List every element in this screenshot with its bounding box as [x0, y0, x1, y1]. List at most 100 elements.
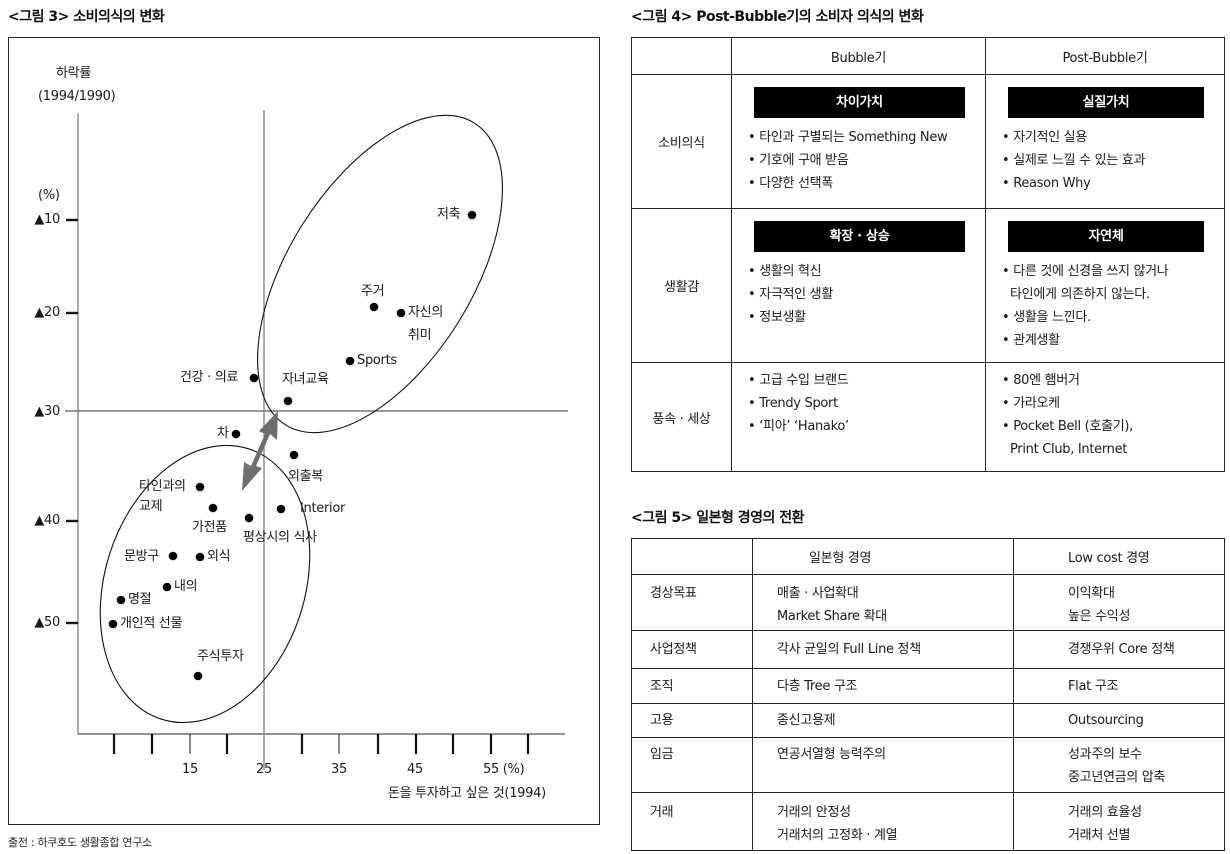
point-label: 외식 [207, 549, 231, 564]
list-item: • 다양한 선택폭 [748, 176, 833, 191]
y-tick-label: ▲10 [34, 212, 60, 227]
point-label: 건강 · 의료 [180, 370, 239, 385]
y-tick-label: ▲20 [34, 305, 60, 320]
header-cell-empty [631, 538, 753, 575]
point-label: 주식투자 [197, 649, 244, 664]
row-label: 거래 [631, 792, 753, 851]
list-item: • 자기적인 실용 [1002, 130, 1087, 145]
point-label: Sports [357, 353, 397, 368]
bubble-cell: • 고급 수입 브랜드 • Trendy Sport • ‘피아’ ‘Hanak… [731, 362, 986, 472]
point-label: 타인과의 [139, 479, 186, 494]
source-note: 출전 : 하쿠호도 생활종합 연구소 [8, 836, 152, 849]
cell-line: 거래의 효율성 [1068, 805, 1142, 820]
list-item: • 자극적인 생활 [748, 287, 833, 302]
list-item: • 생활의 혁신 [748, 264, 822, 279]
list-item: • 생활을 느낀다. [1002, 310, 1091, 325]
x-tick-label: 55 (%) [483, 762, 525, 777]
point-label: 교제 [139, 499, 163, 514]
figure5-title: <그림 5> 일본형 경영의 전환 [631, 510, 805, 526]
table-row: 임금 연공서열형 능력주의 성과주의 보수 중고년연금의 압축 [631, 737, 1225, 793]
japanese-cell: 각사 균일의 Full Line 정책 [752, 630, 1014, 669]
table-header-row: Bubble기 Post-Bubble기 [631, 37, 1225, 75]
lowcost-cell: Outsourcing [1013, 703, 1225, 738]
y-tick-label: ▲30 [34, 404, 60, 419]
cell-line: 거래처 선별 [1068, 828, 1131, 843]
table-row: 거래 거래의 안정성 거래처의 고정화 · 계열 거래의 효율성 거래처 선별 [631, 792, 1225, 851]
row-label: 생활감 [631, 208, 732, 363]
cell-line: 거래의 안정성 [777, 805, 851, 820]
post-bubble-cell: 실질가치 • 자기적인 실용 • 실제로 느낄 수 있는 효과 • Reason… [985, 74, 1225, 209]
point-label: Interior [300, 501, 346, 516]
point-label: 자신의 [408, 305, 443, 320]
japanese-cell: 다층 Tree 구조 [752, 668, 1014, 704]
x-tick-label: 15 [182, 762, 198, 777]
lowcost-cell: 성과주의 보수 중고년연금의 압축 [1013, 737, 1225, 793]
header-cell-post-bubble: Post-Bubble기 [985, 37, 1225, 75]
row-label: 사업정책 [631, 630, 753, 669]
cell-line: 중고년연금의 압축 [1068, 770, 1166, 785]
header-cell-empty [631, 37, 732, 75]
row-label: 풍속 · 세상 [631, 362, 732, 472]
cell-line: 이익확대 [1068, 586, 1115, 601]
lowcost-cell: 이익확대 높은 수익성 [1013, 574, 1225, 631]
lowcost-cell: 거래의 효율성 거래처 선별 [1013, 792, 1225, 851]
cell-line: 연공서열형 능력주의 [777, 747, 886, 762]
table-row: 조직 다층 Tree 구조 Flat 구조 [631, 668, 1225, 704]
list-item: • 타인과 구별되는 Something New [748, 130, 948, 145]
table-row: 고용 종신고용제 Outsourcing [631, 703, 1225, 738]
y-tick-label: ▲40 [34, 513, 60, 528]
point-label: 차 [217, 426, 229, 441]
point-label: 개인적 선물 [120, 616, 183, 631]
point-label: 내의 [174, 579, 198, 594]
row-label: 소비의식 [631, 74, 732, 209]
cell-line: 거래처의 고정화 · 계열 [777, 828, 898, 843]
list-item: • 기호에 구애 받음 [748, 153, 849, 168]
list-item: • 가라오케 [1002, 396, 1060, 411]
japanese-cell: 매출 · 사업확대 Market Share 확대 [752, 574, 1014, 631]
point-label: 가전품 [192, 520, 227, 535]
row-label: 조직 [631, 668, 753, 704]
point-label: 취미 [408, 328, 432, 343]
x-axis-title: 돈을 투자하고 싶은 것(1994) [388, 786, 546, 801]
table-header-row: 일본형 경영 Low cost 경영 [631, 538, 1225, 575]
category-heading: 차이가치 [754, 87, 965, 118]
cell-line: 성과주의 보수 [1068, 747, 1142, 762]
list-item: 타인에게 의존하지 않는다. [1010, 287, 1150, 302]
x-tick-label: 45 [407, 762, 423, 777]
japanese-cell: 종신고용제 [752, 703, 1014, 738]
table-row: 경상목표 매출 · 사업확대 Market Share 확대 이익확대 높은 수… [631, 574, 1225, 631]
point-label: 주거 [361, 284, 385, 299]
point-label: 저축 [437, 207, 461, 222]
cell-line: 매출 · 사업확대 [777, 586, 859, 601]
y-tick-label: ▲50 [34, 615, 60, 630]
scatter-chart-frame [8, 37, 600, 825]
x-tick-label: 25 [256, 762, 272, 777]
y-axis-title: 하락률 [56, 66, 91, 81]
point-label: 명절 [128, 592, 152, 607]
header-cell-lowcost: Low cost 경영 [1013, 538, 1225, 575]
lowcost-cell: Flat 구조 [1013, 668, 1225, 704]
post-bubble-cell: • 80엔 햄버거 • 가라오케 • Pocket Bell (호출기), Pr… [985, 362, 1225, 472]
point-label: 문방구 [124, 549, 159, 564]
list-item: • 다른 것에 신경을 쓰지 않거나 [1002, 264, 1169, 279]
table-row: 사업정책 각사 균일의 Full Line 정책 경쟁우위 Core 정책 [631, 630, 1225, 669]
list-item: • Reason Why [1002, 176, 1091, 191]
figure3-title: <그림 3> 소비의식의 변화 [8, 9, 165, 25]
row-label: 경상목표 [631, 574, 753, 631]
list-item: • 관계생활 [1002, 333, 1060, 348]
list-item: • Trendy Sport [748, 396, 838, 411]
management-shift-table: 일본형 경영 Low cost 경영 경상목표 매출 · 사업확대 Market… [631, 538, 1225, 851]
category-heading: 자연체 [1008, 221, 1204, 252]
japanese-cell: 연공서열형 능력주의 [752, 737, 1014, 793]
list-item: • Pocket Bell (호출기), [1002, 419, 1133, 434]
lowcost-cell: 경쟁우위 Core 정책 [1013, 630, 1225, 669]
table-row: 소비의식 차이가치 • 타인과 구별되는 Something New • 기호에… [631, 74, 1225, 209]
row-label: 임금 [631, 737, 753, 793]
list-item: • 고급 수입 브랜드 [748, 373, 849, 388]
japanese-cell: 거래의 안정성 거래처의 고정화 · 계열 [752, 792, 1014, 851]
list-item: • ‘피아’ ‘Hanako’ [748, 419, 849, 434]
list-item: • 80엔 햄버거 [1002, 373, 1080, 388]
consumer-awareness-table: Bubble기 Post-Bubble기 소비의식 차이가치 • 타인과 구별되… [631, 37, 1225, 472]
table-row: 풍속 · 세상 • 고급 수입 브랜드 • Trendy Sport • ‘피아… [631, 362, 1225, 472]
category-heading: 실질가치 [1008, 87, 1204, 118]
